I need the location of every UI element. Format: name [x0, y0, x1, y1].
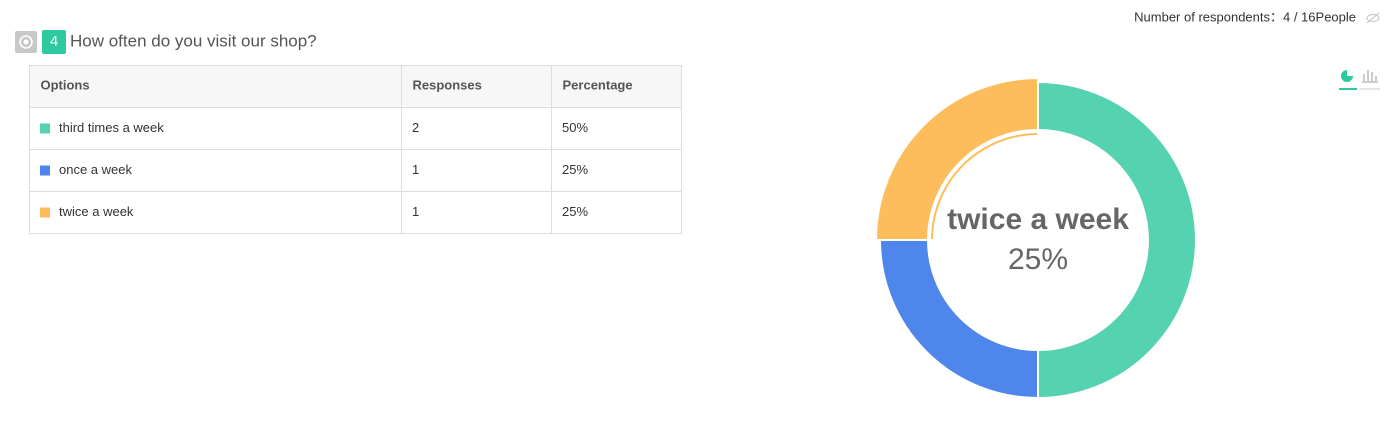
- responses-cell: 2: [412, 120, 419, 135]
- percentage-cell: 50%: [562, 120, 588, 135]
- legend-swatch: [40, 123, 50, 134]
- percentage-cell: 25%: [562, 204, 588, 219]
- column-header: Options: [41, 77, 90, 92]
- table-row: [29, 191, 682, 234]
- column-header: Responses: [413, 77, 482, 92]
- pie-toggle[interactable]: [1339, 70, 1357, 90]
- responses-cell: 1: [412, 204, 419, 219]
- respondents: Number of respondents：4 / 16People: [1134, 9, 1356, 24]
- center-label: twice a week: [947, 203, 1129, 236]
- bar-toggle[interactable]: [1360, 70, 1380, 90]
- question-text: How often do you visit our shop?: [70, 31, 317, 50]
- percentage-cell: 25%: [562, 162, 588, 177]
- table: Options Responses Percentage third times a …: [29, 65, 682, 234]
- question-number-badge: [42, 30, 66, 54]
- option-label: twice a week: [59, 204, 134, 219]
- option-label: once a week: [59, 162, 132, 177]
- legend-swatch: [40, 165, 50, 176]
- question-number: 4: [50, 33, 58, 50]
- legend-swatch: [40, 207, 50, 218]
- donut-chart: twice a week 25%: [874, 76, 1197, 400]
- column-header: Percentage: [563, 77, 633, 92]
- center-value: 25%: [1008, 243, 1068, 276]
- option-label: third times a week: [59, 120, 164, 135]
- table-row: [29, 107, 682, 150]
- table-row: [29, 149, 682, 192]
- donut-segment: [874, 76, 1039, 241]
- eye-icon[interactable]: [1366, 12, 1380, 24]
- responses-cell: 1: [412, 162, 419, 177]
- donut-segment: [1037, 80, 1197, 400]
